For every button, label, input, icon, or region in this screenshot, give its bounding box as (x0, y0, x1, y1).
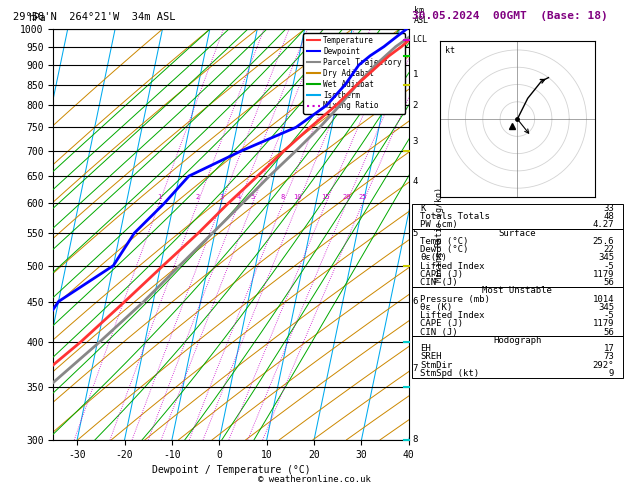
Text: 9: 9 (609, 369, 615, 378)
Text: 20: 20 (342, 194, 350, 200)
Text: Mixing Ratio (g/kg): Mixing Ratio (g/kg) (435, 187, 443, 282)
Text: 29°58'N  264°21'W  34m ASL: 29°58'N 264°21'W 34m ASL (13, 12, 175, 22)
Legend: Temperature, Dewpoint, Parcel Trajectory, Dry Adiabat, Wet Adiabat, Isotherm, Mi: Temperature, Dewpoint, Parcel Trajectory… (303, 33, 405, 114)
Text: 5: 5 (413, 228, 418, 238)
Text: -5: -5 (604, 311, 615, 320)
Text: SREH: SREH (420, 352, 442, 362)
Text: 33: 33 (604, 204, 615, 213)
Text: 3: 3 (413, 137, 418, 146)
Text: 1179: 1179 (593, 319, 615, 329)
Text: 17: 17 (604, 344, 615, 353)
Text: 1179: 1179 (593, 270, 615, 279)
Bar (412, 336, 623, 378)
Text: 3: 3 (219, 194, 223, 200)
Text: Totals Totals: Totals Totals (420, 212, 490, 221)
Text: 30.05.2024  00GMT  (Base: 18): 30.05.2024 00GMT (Base: 18) (412, 11, 608, 21)
Text: 2: 2 (196, 194, 199, 200)
Text: CIN (J): CIN (J) (420, 328, 458, 337)
Text: StmSpd (kt): StmSpd (kt) (420, 369, 479, 378)
Text: Hodograph: Hodograph (493, 336, 542, 345)
Text: CAPE (J): CAPE (J) (420, 270, 464, 279)
Text: LCL: LCL (413, 35, 427, 44)
Text: 56: 56 (604, 278, 615, 287)
Text: 345: 345 (598, 253, 615, 262)
Text: 22: 22 (604, 245, 615, 254)
Text: 8: 8 (281, 194, 285, 200)
Text: 8: 8 (413, 435, 418, 444)
Text: Most Unstable: Most Unstable (482, 286, 552, 295)
Text: 1: 1 (413, 70, 418, 79)
Text: Surface: Surface (499, 228, 536, 238)
Text: CAPE (J): CAPE (J) (420, 319, 464, 329)
Text: K: K (420, 204, 426, 213)
Text: 10: 10 (294, 194, 302, 200)
Text: 6: 6 (413, 297, 418, 306)
Text: 1: 1 (157, 194, 161, 200)
Text: 25.6: 25.6 (593, 237, 615, 246)
Text: StmDir: StmDir (420, 361, 453, 370)
Text: 15: 15 (321, 194, 330, 200)
X-axis label: Dewpoint / Temperature (°C): Dewpoint / Temperature (°C) (152, 465, 311, 475)
Text: 25: 25 (359, 194, 367, 200)
Text: km
ASL: km ASL (414, 6, 429, 25)
Text: 48: 48 (604, 212, 615, 221)
Text: Temp (°C): Temp (°C) (420, 237, 469, 246)
Text: Lifted Index: Lifted Index (420, 311, 485, 320)
Text: 292°: 292° (593, 361, 615, 370)
Text: θε(K): θε(K) (420, 253, 447, 262)
Text: hPa: hPa (28, 13, 46, 23)
Text: kt: kt (445, 46, 455, 55)
Bar (412, 204, 623, 229)
Text: Dewp (°C): Dewp (°C) (420, 245, 469, 254)
Text: 4: 4 (237, 194, 241, 200)
Text: 1014: 1014 (593, 295, 615, 304)
Text: EH: EH (420, 344, 431, 353)
Text: 2: 2 (413, 101, 418, 110)
Text: 4: 4 (413, 177, 418, 186)
Bar (412, 229, 623, 287)
Text: CIN (J): CIN (J) (420, 278, 458, 287)
Text: 56: 56 (604, 328, 615, 337)
Text: Pressure (mb): Pressure (mb) (420, 295, 490, 304)
Text: © weatheronline.co.uk: © weatheronline.co.uk (258, 475, 371, 484)
Text: 73: 73 (604, 352, 615, 362)
Bar (412, 287, 623, 336)
Text: 5: 5 (250, 194, 255, 200)
Text: 4.27: 4.27 (593, 220, 615, 229)
Text: 345: 345 (598, 303, 615, 312)
Text: Lifted Index: Lifted Index (420, 261, 485, 271)
Text: PW (cm): PW (cm) (420, 220, 458, 229)
Text: 7: 7 (413, 364, 418, 373)
Text: θε (K): θε (K) (420, 303, 453, 312)
Text: -5: -5 (604, 261, 615, 271)
